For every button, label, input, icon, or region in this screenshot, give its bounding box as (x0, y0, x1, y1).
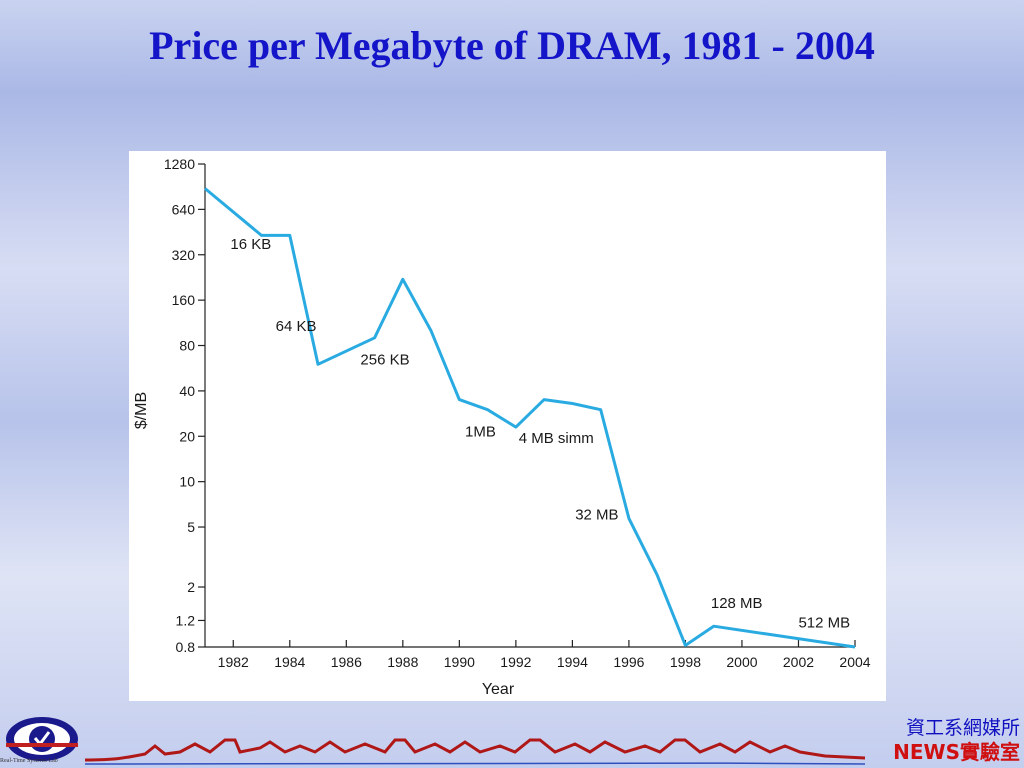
lab-text: NEWS實驗室 (893, 740, 1020, 764)
x-tick-label: 1992 (500, 654, 531, 670)
x-tick-label: 1996 (613, 654, 644, 670)
slide-title: Price per Megabyte of DRAM, 1981 - 2004 (149, 23, 875, 68)
memory-size-annotation: 256 KB (360, 351, 409, 368)
y-tick-label: 320 (172, 247, 196, 263)
dept-text: 資工系網媒所 (905, 717, 1020, 739)
x-tick-label: 1998 (670, 654, 701, 670)
y-tick-label: 80 (179, 338, 195, 354)
y-tick-label: 2 (187, 579, 195, 595)
y-tick-label: 160 (172, 292, 196, 308)
memory-size-annotation: 32 MB (575, 507, 618, 524)
x-tick-label: 1988 (387, 654, 418, 670)
x-tick-label: 1984 (274, 654, 305, 670)
logo-caption: Real-Time Systems Lab (0, 758, 58, 764)
footer-lab-name: 資工系網媒所 NEWS實驗室 (893, 716, 1020, 764)
x-tick-label: 1994 (557, 654, 588, 670)
x-tick-label: 2002 (783, 654, 814, 670)
decorative-wave (85, 738, 865, 765)
x-axis-label: Year (482, 681, 515, 698)
memory-size-annotation: 64 KB (276, 318, 317, 335)
memory-size-annotation: 128 MB (711, 595, 763, 612)
y-tick-label: 640 (172, 201, 196, 217)
price-series-line (204, 187, 856, 649)
chart-panel: 0.8 1.2 2 5 10 20 40 80 160 320 640 1280 1982 1984 198… (129, 151, 886, 701)
memory-size-annotation: 1MB (465, 423, 496, 440)
memory-size-annotation: 16 KB (230, 236, 271, 253)
y-tick-label: 0.8 (176, 639, 196, 655)
y-tick-label: 40 (179, 383, 195, 399)
memory-size-annotation: 512 MB (798, 614, 850, 631)
dram-price-chart: 0.8 1.2 2 5 10 20 40 80 160 320 640 1280 1982 1984 198… (133, 156, 871, 698)
x-tick-label: 2000 (726, 654, 757, 670)
y-tick-label: 20 (179, 428, 195, 444)
x-tick-label: 1982 (218, 654, 249, 670)
memory-size-annotation: 4 MB simm (519, 430, 594, 447)
y-tick-label: 1280 (164, 156, 195, 172)
y-tick-label: 10 (179, 474, 195, 490)
lab-logo (6, 717, 78, 761)
x-tick-label: 2004 (839, 654, 870, 670)
y-tick-label: 5 (187, 519, 195, 535)
y-tick-label: 1.2 (176, 612, 196, 628)
x-tick-label: 1990 (444, 654, 475, 670)
x-tick-label: 1986 (331, 654, 362, 670)
y-axis-label: $/MB (133, 392, 150, 429)
